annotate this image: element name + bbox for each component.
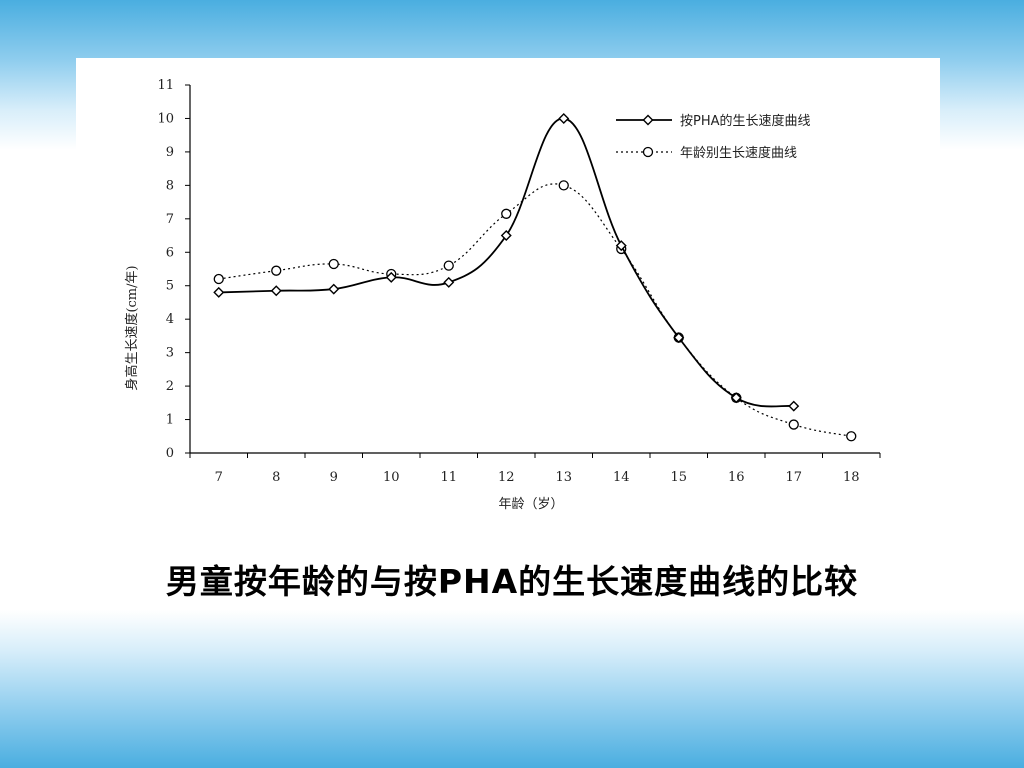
y-tick-label: 8: [166, 178, 174, 193]
y-axis-title: 身高生长速度(cm/年): [124, 265, 140, 390]
y-tick-label: 7: [166, 212, 174, 227]
y-tick-label: 3: [166, 346, 174, 361]
data-point-circle: [213, 273, 224, 285]
x-tick-label: 16: [728, 470, 745, 485]
series-line: [218, 183, 852, 437]
data-point-diamond: [730, 392, 742, 404]
legend-label: 年龄别生长速度曲线: [680, 145, 797, 161]
legend-label: 按PHA的生长速度曲线: [680, 113, 811, 129]
x-tick-label: 10: [383, 470, 400, 485]
data-point-circle: [501, 208, 512, 219]
data-point-circle: [443, 260, 454, 271]
data-point-diamond: [385, 271, 397, 283]
data-point-diamond: [213, 286, 225, 298]
y-tick-label: 11: [157, 78, 174, 93]
data-point-diamond: [443, 276, 455, 288]
data-point-diamond: [558, 112, 570, 124]
x-tick-label: 15: [670, 470, 687, 485]
x-tick-label: 11: [440, 470, 457, 485]
y-tick-label: 10: [157, 111, 174, 126]
y-tick-label: 2: [166, 379, 174, 394]
chart-figure: 0 1 2 3 4 5 6 7 8 9 10 11 7 8 9 10 11 12 13 14 15 16 17 18 按PHA…: [76, 58, 940, 520]
x-tick-label: 9: [330, 470, 338, 485]
slide-caption: 男童按年龄的与按PHA的生长速度曲线的比较: [165, 562, 859, 601]
data-point-circle: [788, 419, 799, 430]
data-point-diamond: [270, 285, 282, 297]
data-point-diamond: [788, 400, 800, 412]
data-point-circle: [271, 265, 282, 276]
data-point-diamond: [328, 283, 340, 295]
legend-circle-marker: [642, 146, 654, 158]
y-tick-label: 6: [166, 245, 174, 260]
x-tick-label: 8: [272, 470, 280, 485]
y-tick-label: 0: [166, 446, 174, 461]
y-tick-label: 9: [166, 145, 174, 160]
x-tick-label: 7: [215, 470, 223, 485]
y-tick-label: 4: [166, 312, 174, 327]
data-point-diamond: [673, 332, 685, 344]
x-tick-label: 13: [555, 470, 572, 485]
y-tick-label: 1: [166, 413, 174, 428]
series-line: [218, 117, 794, 408]
y-tick-label: 5: [166, 279, 174, 294]
x-tick-label: 17: [785, 470, 802, 485]
x-tick-label: 12: [498, 470, 515, 485]
x-tick-label: 14: [613, 470, 630, 485]
data-point-diamond: [615, 240, 627, 252]
data-point-circle: [558, 180, 569, 191]
x-tick-label: 18: [843, 470, 860, 485]
data-point-circle: [328, 258, 339, 270]
data-point-circle: [846, 431, 857, 442]
series-layer: [213, 112, 857, 442]
legend-diamond-marker: [642, 114, 654, 126]
data-point-diamond: [500, 230, 512, 242]
x-axis-title: 年龄（岁）: [498, 497, 563, 512]
